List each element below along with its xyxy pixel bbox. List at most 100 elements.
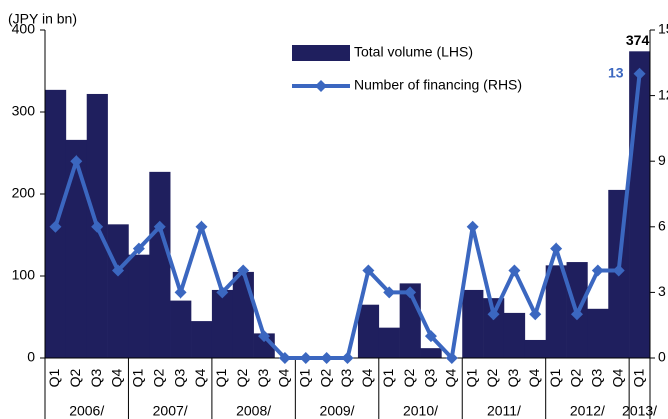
line-marker	[424, 330, 437, 343]
x-tick-label: Q3	[255, 368, 271, 387]
x-tick-label: Q1	[463, 368, 479, 387]
bar	[107, 224, 129, 358]
y2-tick-label: 3	[658, 283, 666, 299]
y-tick-label: 100	[12, 267, 36, 283]
line-marker	[529, 308, 542, 321]
bar	[149, 171, 171, 358]
line-marker	[278, 352, 291, 364]
x-tick-label: Q4	[443, 368, 459, 387]
line-marker	[49, 220, 62, 233]
bar	[128, 254, 150, 358]
line-marker	[445, 352, 458, 364]
line-marker	[237, 264, 250, 277]
bar	[211, 289, 234, 358]
line-marker	[91, 220, 104, 233]
x-tick-label: Q2	[150, 368, 166, 387]
x-tick-label: Q2	[67, 368, 83, 387]
x-tick-label: Q4	[192, 368, 208, 387]
bar	[191, 321, 213, 358]
x-group-label: 2008/	[236, 403, 271, 419]
line-marker	[362, 264, 375, 277]
bar	[420, 348, 442, 358]
data-label: 13	[608, 64, 624, 80]
y2-tick-label: 15	[658, 21, 668, 37]
bar	[587, 308, 609, 358]
legend-swatch	[292, 45, 350, 61]
line-marker	[132, 242, 145, 255]
x-group-label: 2013/	[622, 403, 657, 419]
line-marker	[550, 242, 563, 255]
line-marker	[591, 264, 604, 277]
x-tick-label: Q2	[484, 368, 500, 387]
bar	[462, 289, 484, 358]
line-marker	[633, 67, 646, 80]
bar	[503, 312, 526, 358]
y2-tick-label: 0	[658, 349, 666, 365]
y2-tick-label: 12	[658, 86, 668, 102]
bar	[524, 339, 546, 358]
x-group-label: 2012/	[570, 403, 605, 419]
bar	[483, 298, 505, 358]
line-marker	[258, 330, 271, 343]
x-tick-label: Q2	[317, 368, 333, 387]
x-tick-label: Q4	[276, 368, 292, 387]
line-marker	[174, 286, 187, 299]
line-marker	[216, 286, 229, 299]
x-tick-label: Q2	[401, 368, 417, 387]
x-tick-label: Q1	[547, 368, 563, 387]
y-tick-label: 300	[12, 103, 36, 119]
x-tick-label: Q3	[88, 368, 104, 387]
data-label: 374	[626, 32, 650, 48]
y2-tick-label: 9	[658, 152, 666, 168]
line-marker	[195, 220, 208, 233]
x-tick-label: Q3	[338, 368, 354, 387]
line-marker	[341, 352, 354, 364]
line-marker	[612, 264, 625, 277]
x-tick-label: Q1	[380, 368, 396, 387]
x-group-label: 2011/	[487, 403, 521, 419]
x-group-label: 2009/	[320, 403, 355, 419]
x-tick-label: Q1	[630, 368, 646, 387]
x-group-label: 2010/	[403, 403, 438, 419]
x-tick-label: Q2	[234, 368, 250, 387]
line-marker	[570, 308, 583, 321]
legend-label: Number of financing (RHS)	[354, 77, 522, 93]
line-marker	[508, 264, 521, 277]
line-marker	[404, 286, 417, 299]
bar	[170, 300, 192, 358]
y-axis-label: (JPY in bn)	[8, 11, 77, 27]
line-marker	[112, 264, 125, 277]
line-marker	[299, 352, 312, 364]
line-marker	[153, 220, 166, 233]
x-tick-label: Q4	[109, 368, 125, 387]
x-tick-label: Q2	[568, 368, 584, 387]
line-marker	[383, 286, 396, 299]
x-group-label: 2007/	[153, 403, 188, 419]
x-tick-label: Q3	[171, 368, 187, 387]
x-tick-label: Q4	[609, 368, 625, 387]
x-tick-label: Q1	[46, 368, 62, 387]
x-tick-label: Q3	[505, 368, 521, 387]
x-tick-label: Q3	[422, 368, 438, 387]
bar	[545, 265, 567, 358]
line-marker	[487, 308, 500, 321]
y-tick-label: 400	[12, 21, 36, 37]
y2-tick-label: 6	[658, 218, 666, 234]
bar	[357, 304, 380, 358]
line-marker	[70, 155, 83, 168]
bar	[378, 327, 400, 358]
x-group-label: 2006/	[69, 403, 104, 419]
x-tick-label: Q3	[589, 368, 605, 387]
y-tick-label: 0	[27, 349, 35, 365]
y-tick-label: 200	[12, 185, 36, 201]
line-marker	[466, 220, 479, 233]
x-tick-label: Q4	[526, 368, 542, 387]
line-marker	[320, 352, 333, 364]
legend-marker	[315, 80, 327, 92]
x-tick-label: Q1	[296, 368, 312, 387]
bar	[65, 139, 88, 358]
x-tick-label: Q1	[213, 368, 229, 387]
x-tick-label: Q4	[359, 368, 375, 387]
legend-label: Total volume (LHS)	[354, 44, 473, 60]
